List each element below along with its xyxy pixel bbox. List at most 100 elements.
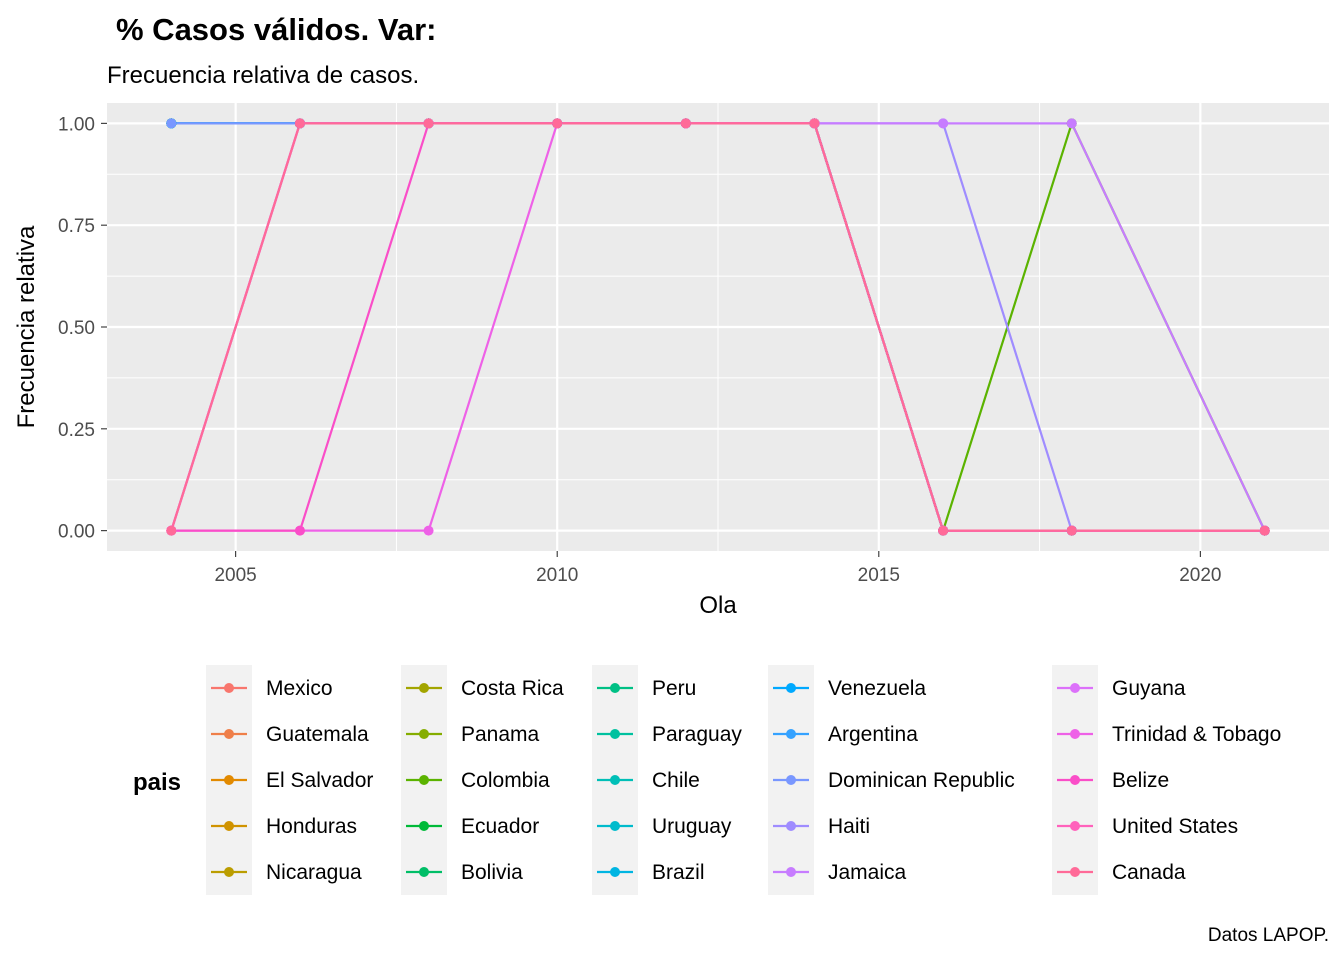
legend-key-point [1070, 775, 1080, 785]
legend-item-jamaica: Jamaica [768, 849, 907, 895]
y-axis-title: Frecuencia relativa [13, 225, 40, 428]
data-point-canada [166, 525, 177, 536]
data-point-canada [938, 525, 949, 536]
legend-label: Chile [652, 769, 700, 792]
legend-item-united-states: United States [1052, 803, 1238, 849]
x-tick-label: 2020 [1179, 565, 1221, 586]
y-tick-label: 0.00 [58, 522, 95, 543]
legend-key-point [224, 729, 234, 739]
x-tick-label: 2015 [858, 565, 900, 586]
y-tick-label: 0.25 [58, 420, 95, 441]
legend-label: Bolivia [461, 861, 523, 884]
legend-key-point [419, 775, 429, 785]
data-point-canada [1066, 525, 1077, 536]
legend-key-point [224, 775, 234, 785]
legend-label: Nicaragua [266, 861, 362, 884]
data-point-canada [294, 118, 305, 129]
x-axis-title: Ola [699, 592, 737, 619]
chart-title: % Casos válidos. Var: [116, 12, 436, 47]
data-point-canada [809, 118, 820, 129]
y-tick-label: 0.75 [58, 216, 95, 237]
legend-item-trinidad-tobago: Trinidad & Tobago [1052, 711, 1281, 757]
legend-key-point [786, 821, 796, 831]
legend-item-guatemala: Guatemala [206, 711, 369, 757]
legend: Mexico Guatemala El Salvador Honduras Nicara… [206, 665, 1281, 895]
legend-item-venezuela: Venezuela [768, 665, 926, 711]
legend-title: pais [133, 769, 181, 796]
legend-label: Colombia [461, 769, 550, 792]
x-tick-label: 2005 [214, 565, 256, 586]
chart-subtitle: Frecuencia relativa de casos. [107, 62, 419, 89]
y-axis-ticks: 0.00 0.25 0.50 0.75 1.00 [58, 114, 107, 543]
data-point-dominican-republic [166, 118, 177, 129]
legend-item-belize: Belize [1052, 757, 1169, 803]
legend-key-point [1070, 729, 1080, 739]
legend-label: Venezuela [828, 677, 926, 700]
legend-item-dominican-republic: Dominican Republic [768, 757, 1015, 803]
legend-label: Panama [461, 723, 540, 746]
legend-label: Honduras [266, 815, 357, 838]
data-point-canada [680, 118, 691, 129]
legend-key-point [610, 729, 620, 739]
legend-item-bolivia: Bolivia [401, 849, 523, 895]
legend-item-paraguay: Paraguay [592, 711, 742, 757]
legend-item-panama: Panama [401, 711, 540, 757]
legend-label: Guatemala [266, 723, 369, 746]
legend-key-point [1070, 867, 1080, 877]
legend-key-point [419, 683, 429, 693]
legend-key-point [610, 867, 620, 877]
legend-item-el-salvador: El Salvador [206, 757, 373, 803]
legend-label: Canada [1112, 861, 1186, 884]
legend-key-point [610, 683, 620, 693]
series-points [166, 118, 1270, 536]
legend-item-canada: Canada [1052, 849, 1186, 895]
legend-item-chile: Chile [592, 757, 700, 803]
legend-key-point [419, 729, 429, 739]
legend-label: Peru [652, 677, 696, 700]
legend-key-point [786, 775, 796, 785]
legend-item-nicaragua: Nicaragua [206, 849, 362, 895]
legend-key-point [224, 683, 234, 693]
legend-label: Guyana [1112, 677, 1186, 700]
legend-label: United States [1112, 815, 1238, 838]
legend-key-point [786, 867, 796, 877]
legend-label: Mexico [266, 677, 333, 700]
data-point-jamaica [1066, 118, 1077, 129]
legend-item-haiti: Haiti [768, 803, 870, 849]
legend-label: Costa Rica [461, 677, 564, 700]
legend-label: Ecuador [461, 815, 539, 838]
data-point-canada [1259, 525, 1270, 536]
legend-key-point [224, 821, 234, 831]
legend-item-mexico: Mexico [206, 665, 333, 711]
data-point-belize [294, 525, 305, 536]
y-tick-label: 1.00 [58, 114, 95, 135]
legend-key-point [786, 683, 796, 693]
legend-item-uruguay: Uruguay [592, 803, 732, 849]
chart-caption: Datos LAPOP. [1208, 925, 1329, 946]
legend-label: Haiti [828, 815, 870, 838]
legend-label: El Salvador [266, 769, 373, 792]
legend-item-argentina: Argentina [768, 711, 918, 757]
legend-item-colombia: Colombia [401, 757, 550, 803]
legend-item-honduras: Honduras [206, 803, 357, 849]
data-point-canada [423, 118, 434, 129]
legend-label: Trinidad & Tobago [1112, 723, 1281, 746]
legend-key-point [419, 867, 429, 877]
legend-label: Jamaica [828, 861, 907, 884]
legend-key-point [1070, 683, 1080, 693]
legend-label: Argentina [828, 723, 918, 746]
legend-key-point [610, 775, 620, 785]
legend-item-costa-rica: Costa Rica [401, 665, 564, 711]
legend-item-guyana: Guyana [1052, 665, 1186, 711]
x-tick-label: 2010 [536, 565, 578, 586]
legend-label: Paraguay [652, 723, 742, 746]
legend-key-point [1070, 821, 1080, 831]
y-tick-label: 0.50 [58, 318, 95, 339]
legend-label: Dominican Republic [828, 769, 1015, 792]
data-point-canada [552, 118, 563, 129]
x-axis-ticks: 2005 2010 2015 2020 [214, 551, 1222, 586]
legend-key-point [610, 821, 620, 831]
legend-item-peru: Peru [592, 665, 696, 711]
legend-key-point [224, 867, 234, 877]
legend-label: Belize [1112, 769, 1169, 792]
